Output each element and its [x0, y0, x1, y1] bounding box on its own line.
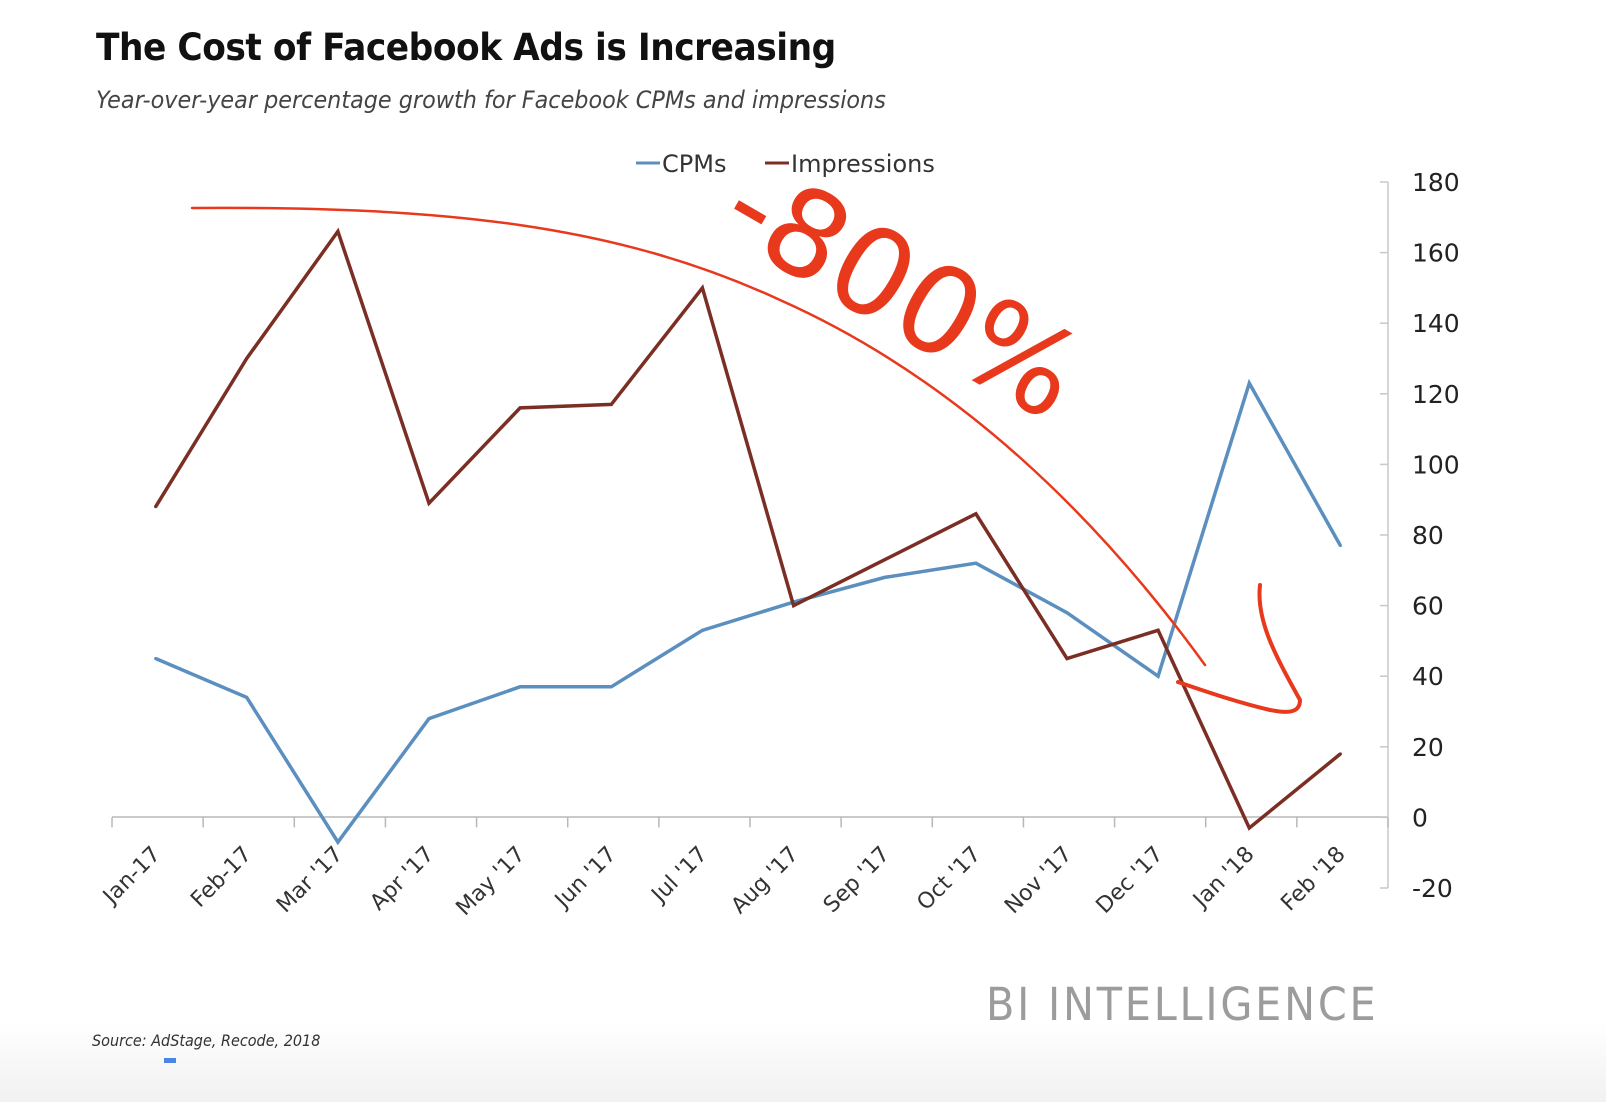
- x-tick-label: Nov '17: [1000, 842, 1077, 919]
- legend-label-cpms: CPMs: [662, 150, 726, 178]
- data-point-impressions: [518, 406, 522, 410]
- data-point-impressions: [1156, 628, 1160, 632]
- data-point-impressions: [154, 505, 158, 509]
- x-tick-label: Jan-17: [97, 842, 165, 910]
- y-axis-labels: 180 160 140 120 100 80 60 40 20 0 -20: [1412, 168, 1460, 903]
- x-tick-label: Aug '17: [727, 842, 804, 919]
- selection-marker: [164, 1058, 176, 1063]
- source-note: Source: AdStage, Recode, 2018: [92, 1031, 321, 1050]
- series-line-cpms: [154, 378, 1342, 846]
- y-tick-label: 20: [1412, 733, 1444, 762]
- chart-subtitle: Year-over-year percentage growth for Fac…: [96, 86, 886, 114]
- y-tick-label: 160: [1412, 239, 1460, 268]
- y-tick-label: 100: [1412, 450, 1460, 479]
- data-point-cpms: [883, 575, 887, 579]
- legend-label-impressions: Impressions: [791, 150, 935, 178]
- x-tick-label: Sep '17: [819, 842, 895, 918]
- y-tick-label: 120: [1412, 380, 1460, 409]
- chart-title: The Cost of Facebook Ads is Increasing: [96, 26, 836, 69]
- data-point-impressions: [700, 286, 704, 290]
- x-tick-label: Oct '17: [913, 842, 987, 916]
- data-point-cpms: [1156, 674, 1160, 678]
- y-tick-label: 0: [1412, 803, 1428, 832]
- y-axis-ticks: [1380, 181, 1388, 889]
- data-point-impressions: [1065, 657, 1069, 661]
- x-axis-labels: Jan-17 Feb-17 Mar '17 Apr '17 May '17 Jun '17…: [97, 842, 1350, 921]
- data-point-impressions: [427, 501, 431, 505]
- data-point-impressions: [1338, 752, 1342, 756]
- data-point-impressions: [974, 512, 978, 516]
- series-line-impressions: [154, 227, 1342, 831]
- x-tick-label: Feb-17: [186, 842, 257, 913]
- legend: CPMs Impressions: [636, 150, 935, 178]
- y-tick-label: 80: [1412, 521, 1444, 550]
- x-tick-label: Jul '17: [646, 842, 713, 909]
- data-point-cpms: [700, 628, 704, 632]
- x-tick-label: Feb '18: [1276, 842, 1350, 916]
- annotation: -800%: [190, 135, 1302, 714]
- x-axis-ticks: [111, 817, 1389, 828]
- series-group: [154, 227, 1342, 846]
- x-tick-label: Jun '17: [549, 842, 621, 914]
- x-tick-label: Apr '17: [366, 842, 440, 916]
- x-tick-label: Mar '17: [272, 842, 348, 918]
- data-point-cpms: [245, 695, 249, 699]
- data-point-cpms: [974, 561, 978, 565]
- data-point-cpms: [1247, 381, 1251, 385]
- x-tick-label: May '17: [452, 842, 531, 921]
- data-point-cpms: [1065, 611, 1069, 615]
- data-point-cpms: [1338, 544, 1342, 548]
- data-point-cpms: [609, 685, 613, 689]
- data-point-impressions: [883, 558, 887, 562]
- data-point-impressions: [245, 357, 249, 360]
- data-point-impressions: [1247, 826, 1251, 830]
- data-point-impressions: [336, 229, 340, 233]
- annotation-arrow-head: [1176, 583, 1302, 714]
- data-point-impressions: [792, 604, 796, 608]
- x-tick-label: Dec '17: [1092, 842, 1169, 919]
- data-point-cpms: [336, 840, 340, 844]
- y-tick-label: 140: [1412, 309, 1460, 338]
- data-point-cpms: [154, 657, 158, 661]
- y-tick-label: 40: [1412, 662, 1444, 691]
- y-tick-label: -20: [1412, 874, 1453, 903]
- y-tick-label: 60: [1412, 592, 1444, 621]
- annotation-curved-arrow-shaft: [190, 206, 1207, 667]
- data-point-impressions: [609, 402, 613, 406]
- data-point-cpms: [427, 717, 431, 721]
- y-tick-label: 180: [1412, 168, 1460, 197]
- page-bottom-fade: [0, 1022, 1606, 1102]
- data-point-cpms: [518, 685, 522, 689]
- x-tick-label: Jan '18: [1187, 842, 1259, 914]
- brand-logo: BI INTELLIGENCE: [986, 978, 1379, 1031]
